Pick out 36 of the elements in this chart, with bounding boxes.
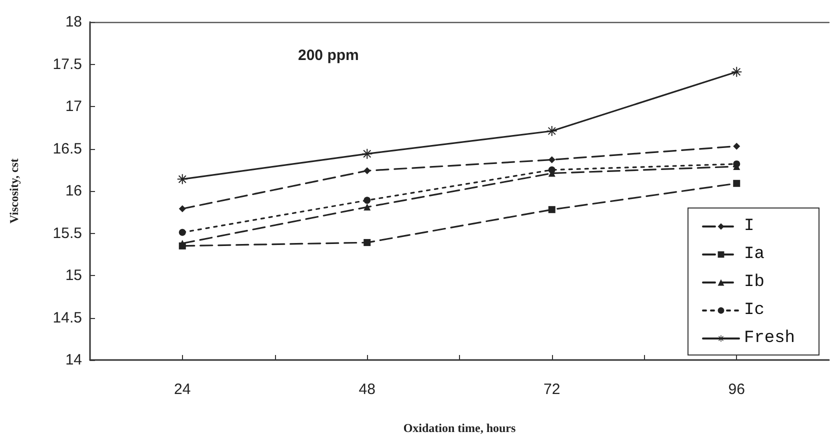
y-tick-label: 17.5 <box>52 56 82 73</box>
legend-label: Ib <box>744 273 764 292</box>
y-tick-label: 17 <box>65 98 82 115</box>
point <box>546 126 557 136</box>
y-tick-label: 14.5 <box>52 309 82 326</box>
annotation: 200 ppm <box>298 47 359 64</box>
point <box>178 228 186 236</box>
x-tick-label: 48 <box>358 381 376 398</box>
point <box>548 206 556 214</box>
y-tick-label: 14 <box>65 352 82 368</box>
point <box>733 180 740 187</box>
legend-label: Ic <box>744 301 764 320</box>
point <box>548 166 556 174</box>
legend-label: I <box>744 217 754 236</box>
point <box>362 148 372 159</box>
point <box>548 156 556 164</box>
point <box>364 167 371 174</box>
y-tick-label: 15.5 <box>52 224 82 242</box>
legend-label: Ia <box>744 245 764 264</box>
x-tick-label: 96 <box>728 381 745 398</box>
y-tick-label: 18 <box>65 14 82 30</box>
point <box>178 240 186 247</box>
y-tick-label: 16 <box>65 182 82 200</box>
x-tick-label: 24 <box>174 381 191 398</box>
point <box>364 196 371 204</box>
x-tick-label: 72 <box>544 381 560 398</box>
y-axis-title: Viscosity, cst <box>7 158 21 224</box>
point <box>178 205 186 212</box>
legend-label: Fresh <box>744 329 796 348</box>
point <box>364 239 371 246</box>
point <box>733 142 740 150</box>
y-tick-label: 15 <box>65 267 82 284</box>
x-axis-title: Oxidation time, hours <box>403 421 516 435</box>
y-tick-label: 16.5 <box>52 140 82 158</box>
point <box>733 160 740 168</box>
point <box>364 204 371 211</box>
